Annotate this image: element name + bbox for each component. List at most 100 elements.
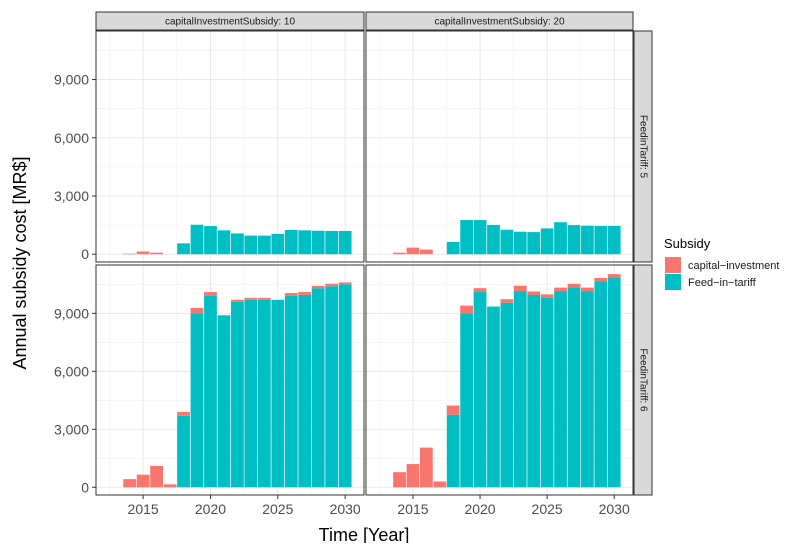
row-strip [633,30,653,263]
column-strip-label: capitalInvestmentSubsidy: 10 [165,17,296,28]
bar-capital-investment [554,287,567,292]
bar-feed-in-tariff [325,230,339,255]
y-tick-label: 6,000 [54,363,89,379]
y-tick-label: 6,000 [54,130,89,146]
bar-feed-in-tariff [513,291,527,488]
bar-capital-investment [257,297,271,300]
bar-capital-investment [204,292,217,296]
column-strip [95,11,365,31]
bar-feed-in-tariff [581,225,594,255]
x-tick-label: 2020 [464,501,495,517]
bar-feed-in-tariff [460,220,474,255]
panel-background [96,31,364,262]
bar-capital-investment [406,247,420,255]
bar-feed-in-tariff [204,295,217,488]
bar-feed-in-tariff [217,230,231,255]
bar-capital-investment [393,472,406,488]
x-tick-label: 2030 [330,501,361,517]
bar-feed-in-tariff [284,295,298,488]
bar-capital-investment [284,293,298,296]
bar-feed-in-tariff [513,231,527,255]
bar-feed-in-tariff [257,235,271,255]
bar-feed-in-tariff [527,294,541,488]
bar-capital-investment [473,288,487,293]
y-tick-label: 0 [81,479,89,495]
bar-feed-in-tariff [446,242,460,255]
y-tick-label: 3,000 [54,188,89,204]
bar-feed-in-tariff [177,415,190,488]
bar-feed-in-tariff [298,294,312,488]
legend-swatch [665,257,681,273]
bar-capital-investment [338,282,352,285]
bar-capital-investment [244,297,258,300]
bar-feed-in-tariff [244,235,258,255]
bar-capital-investment [123,479,137,488]
bar-capital-investment [420,447,433,488]
bar-capital-investment [540,294,554,298]
bar-feed-in-tariff [446,414,460,488]
panel-border [365,264,634,496]
bar-feed-in-tariff [338,284,352,488]
panel-background [366,31,633,262]
x-tick-label: 2015 [397,501,428,517]
bar-capital-investment [150,252,163,255]
bar-feed-in-tariff [204,226,217,255]
bar-feed-in-tariff [594,281,608,488]
bar-capital-investment [581,287,594,292]
bar-feed-in-tariff [231,233,244,255]
bar-feed-in-tariff [554,291,567,488]
bar-capital-investment [420,249,433,255]
bar-feed-in-tariff [244,299,258,488]
bar-feed-in-tariff [311,288,325,488]
bar-feed-in-tariff [190,313,204,488]
row-strip-label: FeedinTariff: 6 [638,348,649,412]
bar-feed-in-tariff [338,230,352,255]
y-tick-label: 9,000 [54,305,89,321]
bar-feed-in-tariff [177,243,190,255]
bar-capital-investment [406,464,420,488]
x-tick-label: 2025 [262,501,293,517]
x-tick-label: 2020 [195,501,226,517]
legend-title: Subsidy [664,236,711,251]
bar-capital-investment [393,252,406,255]
bar-capital-investment [231,299,244,302]
row-strip [633,264,653,496]
bar-capital-investment [163,484,177,488]
bar-capital-investment [136,251,150,255]
bar-feed-in-tariff [554,222,567,255]
bar-feed-in-tariff [594,225,608,255]
bar-capital-investment [567,283,581,288]
bar-feed-in-tariff [500,302,514,488]
legend-label: Feed−in−tariff [688,277,757,289]
panel-border [365,30,634,263]
y-tick-label: 0 [81,246,89,262]
bar-feed-in-tariff [487,224,500,255]
bar-feed-in-tariff [567,225,581,255]
bar-capital-investment [150,466,163,488]
panel-border [95,264,365,496]
bar-feed-in-tariff [217,315,231,488]
bar-capital-investment [513,285,527,292]
x-tick-label: 2015 [128,501,159,517]
legend-label: capital−investment [688,260,779,272]
bar-capital-investment [298,292,312,295]
panel-border [95,30,365,263]
bar-feed-in-tariff [271,299,285,488]
bar-capital-investment [311,285,325,289]
bar-capital-investment [136,474,150,488]
bar-capital-investment [190,307,204,314]
bar-feed-in-tariff [540,228,554,255]
bar-capital-investment [446,405,460,415]
bar-capital-investment [607,274,621,278]
y-tick-label: 9,000 [54,72,89,88]
bar-feed-in-tariff [540,297,554,488]
bar-feed-in-tariff [257,299,271,488]
bar-feed-in-tariff [527,232,541,255]
bar-capital-investment [594,277,608,282]
bar-feed-in-tariff [487,306,500,488]
bar-feed-in-tariff [473,220,487,255]
y-tick-label: 3,000 [54,421,89,437]
bar-feed-in-tariff [567,287,581,488]
bar-feed-in-tariff [325,286,339,488]
